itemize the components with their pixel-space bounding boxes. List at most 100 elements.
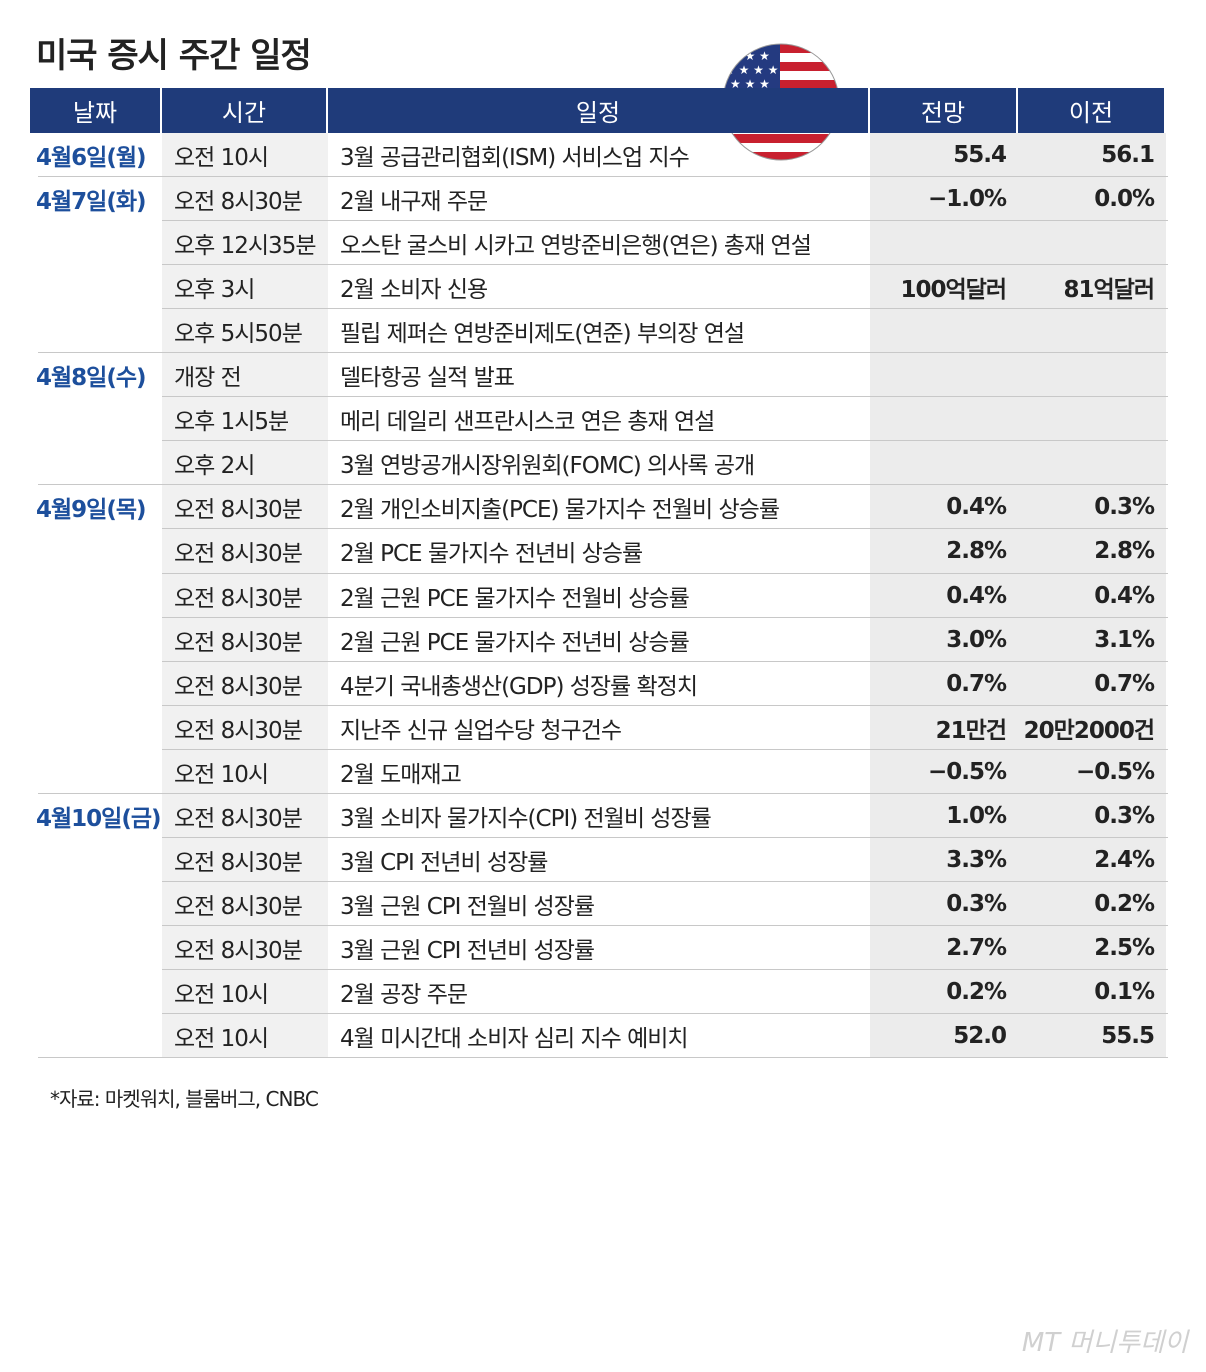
event-cell: 2월 도매재고 [340,761,462,788]
time-cell: 오전 8시30분 [162,529,328,574]
forecast-cell: 0.4% [870,485,1018,530]
row-divider [162,704,1168,706]
forecast-cell: 3.0% [870,617,1018,662]
row-divider [162,616,1168,618]
time-cell: 오전 8시30분 [162,573,328,618]
previous-cell: 0.3% [1018,485,1166,530]
forecast-cell: 21만건 [870,705,1018,750]
row-divider [162,836,1168,838]
event-cell: 3월 연방공개시장위원회(FOMC) 의사록 공개 [340,453,755,480]
event-cell: 2월 공장 주문 [340,981,468,1008]
row-divider [38,792,1168,794]
row-divider [162,308,1168,310]
time-cell: 오전 8시30분 [162,661,328,706]
time-cell: 오전 10시 [162,749,328,794]
column-header: 시간 [162,88,328,133]
row-divider [162,440,1168,442]
previous-cell: 56.1 [1018,133,1166,178]
row-divider [162,880,1168,882]
previous-cell [1018,397,1166,442]
forecast-cell [870,309,1018,354]
date-cell: 4월6일(월) [36,145,147,172]
forecast-cell: 0.3% [870,881,1018,926]
date-cell: 4월8일(수) [36,365,147,392]
previous-cell: 3.1% [1018,617,1166,662]
event-cell: 4분기 국내총생산(GDP) 성장률 확정치 [340,673,698,700]
event-cell: 2월 개인소비지출(PCE) 물가지수 전월비 상승률 [340,497,780,524]
event-cell: 2월 소비자 신용 [340,277,488,304]
forecast-cell: 52.0 [870,1014,1018,1059]
date-cell: 4월7일(화) [36,189,147,216]
forecast-cell: 2.8% [870,529,1018,574]
time-cell: 오전 8시30분 [162,485,328,530]
svg-text:★ ★ ★ ★: ★ ★ ★ ★ [724,63,778,77]
column-header: 전망 [870,88,1018,133]
previous-cell: 0.3% [1018,793,1166,838]
forecast-cell: 0.2% [870,969,1018,1014]
row-divider [162,264,1168,266]
previous-cell: 0.4% [1018,573,1166,618]
previous-cell: 0.2% [1018,881,1166,926]
forecast-cell: 2.7% [870,925,1018,970]
time-cell: 오후 2시 [162,441,328,486]
previous-cell: 55.5 [1018,1014,1166,1059]
watermark: MT 머니투데이 [1021,1328,1188,1358]
time-cell: 오전 8시30분 [162,617,328,662]
date-cell: 4월9일(목) [36,497,147,524]
event-cell: 3월 CPI 전년비 성장률 [340,849,548,876]
previous-cell: 0.0% [1018,177,1166,222]
svg-text:★ ★ ★: ★ ★ ★ [730,77,770,91]
time-cell: 오전 10시 [162,969,328,1014]
time-cell: 오전 8시30분 [162,793,328,838]
date-cell: 4월10일(금) [36,805,162,832]
event-cell: 2월 근원 PCE 물가지수 전년비 상승률 [340,629,690,656]
event-cell: 필립 제퍼슨 연방준비제도(연준) 부의장 연설 [340,321,745,348]
time-cell: 오전 10시 [162,133,328,178]
event-cell: 3월 소비자 물가지수(CPI) 전월비 성장률 [340,805,712,832]
previous-cell [1018,309,1166,354]
row-divider [38,352,1168,354]
previous-cell [1018,221,1166,266]
forecast-cell: 55.4 [870,133,1018,178]
row-divider [162,1013,1168,1014]
time-cell: 오전 8시30분 [162,177,328,222]
column-header: 날짜 [30,88,162,133]
previous-cell [1018,441,1166,486]
column-header: 일정 [328,88,870,133]
row-divider [38,176,1168,178]
row-divider [162,396,1168,398]
forecast-cell: 3.3% [870,837,1018,882]
previous-cell: −0.5% [1018,749,1166,794]
row-divider [162,220,1168,222]
event-cell: 2월 내구재 주문 [340,189,488,216]
row-divider [162,924,1168,926]
row-divider [38,1057,1168,1059]
row-divider [162,748,1168,750]
forecast-cell [870,397,1018,442]
source-note: *자료: 마켓워치, 블룸버그, CNBC [50,1087,319,1111]
forecast-cell: 100억달러 [870,265,1018,310]
time-cell: 오후 1시5분 [162,397,328,442]
event-cell: 3월 근원 CPI 전년비 성장률 [340,937,595,964]
previous-cell: 2.4% [1018,837,1166,882]
svg-text:★ ★ ★: ★ ★ ★ [730,49,770,63]
previous-cell: 2.8% [1018,529,1166,574]
event-cell: 3월 근원 CPI 전월비 성장률 [340,893,595,920]
time-cell: 오후 3시 [162,265,328,310]
previous-cell: 81억달러 [1018,265,1166,310]
forecast-cell: 0.7% [870,661,1018,706]
time-cell: 오전 10시 [162,1014,328,1059]
forecast-cell: −1.0% [870,177,1018,222]
time-cell: 오전 8시30분 [162,925,328,970]
previous-cell: 20만2000건 [1018,705,1166,750]
previous-cell: 0.1% [1018,969,1166,1014]
forecast-cell [870,441,1018,486]
forecast-cell: 1.0% [870,793,1018,838]
row-divider [38,484,1168,486]
forecast-cell: −0.5% [870,749,1018,794]
event-cell: 메리 데일리 샌프란시스코 연은 총재 연설 [340,409,715,436]
event-cell: 4월 미시간대 소비자 심리 지수 예비치 [340,1026,689,1053]
title: 미국 증시 주간 일정 [36,36,312,76]
forecast-cell: 0.4% [870,573,1018,618]
